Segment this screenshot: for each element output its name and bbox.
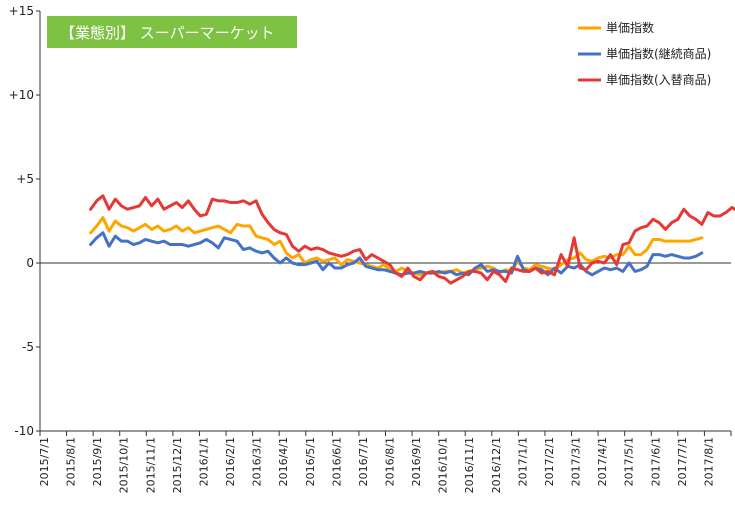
x-tick-label: 2016/12/1: [490, 437, 503, 493]
x-tick-label: 2016/7/1: [357, 437, 370, 486]
axes: +15 +10 +5 0 -5 -10 2015/7/1 2015/8/1 2015/9/1 20…: [9, 4, 732, 493]
x-tick-label: 2017/4/1: [596, 437, 609, 486]
y-tick-label: -10: [14, 424, 34, 438]
y-tick-label: -5: [22, 340, 34, 354]
chart-title-background: [47, 16, 297, 48]
x-tick-label: 2016/3/1: [251, 437, 264, 486]
series-line-3: [89, 194, 735, 285]
y-tick-label: +15: [9, 4, 34, 18]
x-tick-label: 2017/8/1: [702, 437, 715, 486]
series-line-1: [89, 216, 704, 277]
x-tick-label: 2016/6/1: [330, 437, 343, 486]
x-tick-label: 2015/11/1: [144, 437, 157, 493]
x-tick-label: 2016/4/1: [277, 437, 290, 486]
x-tick-label: 2017/7/1: [676, 437, 689, 486]
x-tick-label: 2016/8/1: [384, 437, 397, 486]
legend-label: 単価指数: [606, 20, 654, 35]
x-tick-label: 2017/3/1: [570, 437, 583, 486]
y-tick-label: +10: [9, 88, 34, 102]
x-tick-label: 2015/7/1: [38, 437, 51, 486]
chart-title-box: 【業態別】 スーパーマーケット: [47, 16, 297, 48]
x-tick-label: 2015/9/1: [91, 437, 104, 486]
chart-title: 【業態別】 スーパーマーケット: [60, 24, 275, 42]
x-tick-label: 2016/5/1: [304, 437, 317, 486]
x-tick-label: 2016/1/1: [197, 437, 210, 486]
x-tick-label: 2015/10/1: [118, 437, 131, 493]
x-tick-label: 2016/11/1: [463, 437, 476, 493]
x-tick-label: 2017/1/1: [516, 437, 529, 486]
x-tick-label: 2017/6/1: [649, 437, 662, 486]
x-tick-label: 2017/5/1: [623, 437, 636, 486]
series-layer: [89, 194, 735, 285]
x-tick-label: 2016/9/1: [410, 437, 423, 486]
x-tick-label: 2015/8/1: [65, 437, 78, 486]
y-tick-label: +5: [16, 172, 34, 186]
x-tick-label: 2016/10/1: [437, 437, 450, 493]
x-tick-label: 2015/12/1: [171, 437, 184, 493]
x-tick-label: 2016/2/1: [224, 437, 237, 486]
legend-label: 単価指数(継続商品): [606, 46, 711, 61]
legend-label: 単価指数(入替商品): [606, 72, 711, 87]
y-tick-label: 0: [26, 256, 34, 270]
x-tick-label: 2017/2/1: [543, 437, 556, 486]
